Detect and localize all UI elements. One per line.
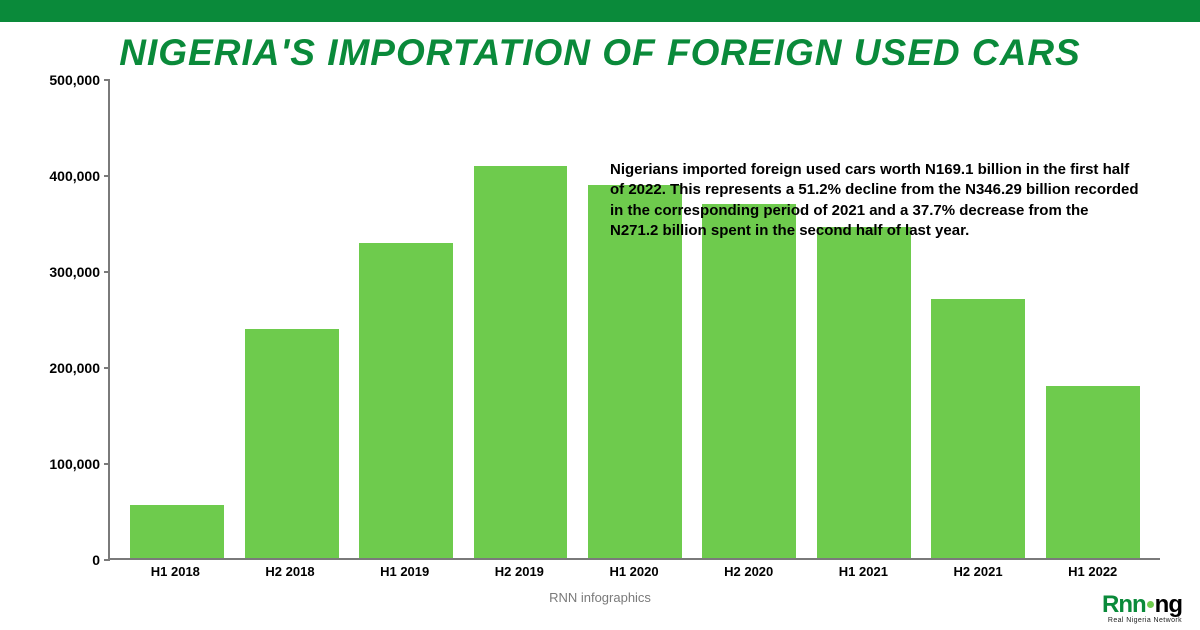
y-tick-mark (104, 175, 110, 177)
plot-area (108, 80, 1160, 560)
x-tick-label: H1 2022 (1035, 564, 1150, 579)
y-tick-label: 0 (92, 552, 100, 568)
x-tick-label: H2 2021 (921, 564, 1036, 579)
x-axis-labels: H1 2018H2 2018H1 2019H2 2019H1 2020H2 20… (108, 564, 1160, 579)
y-tick-label: 100,000 (49, 456, 100, 472)
logo-dot-icon (1147, 601, 1154, 608)
y-axis: 0100,000200,000300,000400,000500,000 (30, 80, 108, 560)
logo-main: Rnnng (1102, 591, 1182, 619)
logo-subtext: Real Nigeria Network (1102, 617, 1182, 624)
y-tick-mark (104, 79, 110, 81)
bar-slot (120, 80, 234, 558)
x-tick-label: H2 2020 (691, 564, 806, 579)
annotation-text: Nigerians imported foreign used cars wor… (610, 160, 1140, 241)
bar-slot (921, 80, 1035, 558)
bar-slot (234, 80, 348, 558)
logo-text-left: Rnn (1102, 591, 1146, 618)
bar (359, 243, 453, 558)
bar-slot (578, 80, 692, 558)
bars-container (110, 80, 1160, 558)
bar-slot (692, 80, 806, 558)
y-tick-label: 400,000 (49, 168, 100, 184)
bar (245, 329, 339, 558)
chart-caption: RNN infographics (30, 590, 1170, 605)
bar-slot (1036, 80, 1150, 558)
brand-logo: Rnnng Real Nigeria Network (1102, 591, 1182, 624)
x-tick-label: H1 2020 (577, 564, 692, 579)
bar (817, 227, 911, 558)
y-tick-mark (104, 463, 110, 465)
bar-slot (807, 80, 921, 558)
logo-text-right: ng (1155, 591, 1182, 618)
bar (588, 185, 682, 558)
x-tick-label: H1 2021 (806, 564, 921, 579)
y-tick-mark (104, 271, 110, 273)
bar (702, 204, 796, 558)
top-brand-bar (0, 0, 1200, 22)
bar (130, 505, 224, 558)
y-tick-mark (104, 367, 110, 369)
y-tick-label: 300,000 (49, 264, 100, 280)
y-tick-mark (104, 559, 110, 561)
bar (931, 299, 1025, 558)
bar-slot (349, 80, 463, 558)
bar-slot (463, 80, 577, 558)
bar (474, 166, 568, 558)
bar (1046, 386, 1140, 558)
chart-container: 0100,000200,000300,000400,000500,000 H1 … (30, 80, 1170, 590)
chart-title: NIGERIA'S IMPORTATION OF FOREIGN USED CA… (0, 22, 1200, 80)
x-tick-label: H2 2019 (462, 564, 577, 579)
x-tick-label: H1 2018 (118, 564, 233, 579)
x-tick-label: H1 2019 (347, 564, 462, 579)
x-tick-label: H2 2018 (233, 564, 348, 579)
y-tick-label: 200,000 (49, 360, 100, 376)
y-tick-label: 500,000 (49, 72, 100, 88)
